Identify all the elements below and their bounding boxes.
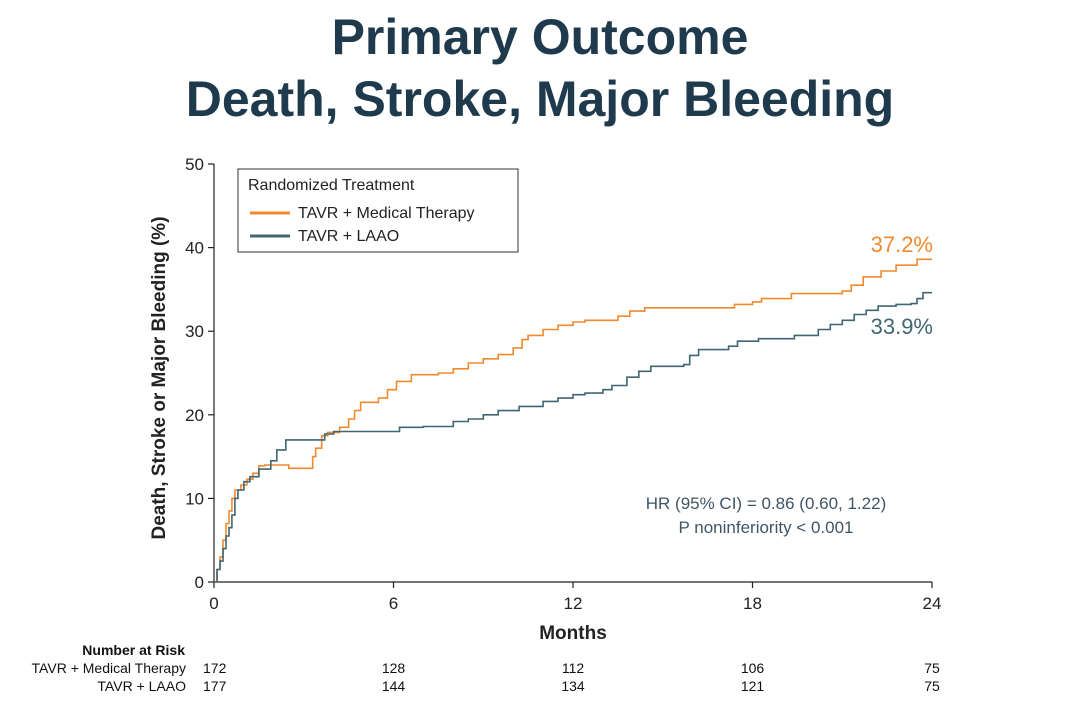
risk-count: 134	[561, 678, 585, 694]
y-tick-label: 50	[185, 155, 204, 174]
risk-count: 144	[381, 678, 406, 694]
slide-title-line-2: Death, Stroke, Major Bleeding	[185, 71, 895, 127]
chart-series-layer	[214, 258, 932, 583]
y-tick-label: 30	[185, 322, 204, 341]
risk-count: 121	[740, 678, 765, 694]
x-tick-label: 24	[923, 594, 942, 613]
legend-entry-1: TAVR + Medical Therapy	[298, 205, 475, 222]
p-value-annotation: P noninferiority < 0.001	[679, 518, 854, 537]
x-axis-title: Months	[539, 623, 607, 644]
legend-box	[237, 168, 519, 253]
chart-legend: Randomized Treatment TAVR + Medical Thera…	[237, 168, 519, 253]
y-tick-label: 20	[185, 406, 204, 425]
risk-count: 75	[924, 660, 940, 676]
risk-count: 112	[561, 660, 585, 676]
y-tick-label: 40	[185, 239, 204, 258]
chart-labels-layer: 37.2% 33.9% HR (95% CI) = 0.86 (0.60, 1.22…	[646, 232, 933, 537]
legend-entry-2: TAVR + LAAO	[298, 228, 399, 245]
risk-table-header: Number at Risk	[82, 642, 185, 658]
y-axis-title: Death, Stroke or Major Bleeding (%)	[149, 216, 170, 539]
series-end-label-2: 33.9%	[871, 314, 933, 339]
x-tick-label: 12	[564, 594, 583, 613]
y-tick-label: 10	[185, 489, 204, 508]
hazard-ratio-annotation: HR (95% CI) = 0.86 (0.60, 1.22)	[646, 494, 886, 513]
risk-row-label: TAVR + Medical Therapy	[31, 660, 186, 676]
series-line-2	[214, 291, 932, 583]
chart-axes: 0 10 20 30 40 50 0 6 12 18 24 Months Death, Stroke o…	[149, 155, 941, 644]
x-tick-label: 6	[389, 594, 398, 613]
risk-count: 75	[924, 678, 940, 694]
x-tick-label: 18	[743, 594, 762, 613]
risk-count: 172	[203, 660, 227, 676]
risk-count: 106	[740, 660, 765, 676]
y-tick-label: 0	[195, 573, 204, 592]
x-tick-label: 0	[209, 594, 218, 613]
risk-row-label: TAVR + LAAO	[97, 678, 186, 694]
risk-count: 177	[203, 678, 227, 694]
legend-title: Randomized Treatment	[248, 177, 415, 194]
risk-count: 128	[381, 660, 406, 676]
series-end-label-1: 37.2%	[871, 232, 933, 257]
slide-title-line-1: Primary Outcome	[331, 9, 749, 65]
